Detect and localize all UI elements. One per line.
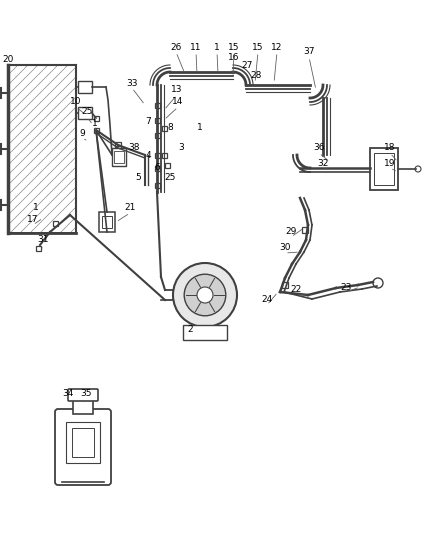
Circle shape [197,287,213,303]
Bar [99,212,115,232]
Bar [8,65,76,233]
Text: 25: 25 [164,174,176,182]
Text: 16: 16 [228,52,240,61]
Text: 3: 3 [178,143,184,152]
Text: 5: 5 [135,174,141,182]
Bar [93,116,99,120]
Bar [93,127,99,133]
Text: 30: 30 [279,244,291,253]
Bar [282,282,288,288]
Text: 1: 1 [197,124,203,133]
Text: 28: 28 [250,70,261,79]
Bar [112,148,126,166]
Bar [155,166,159,171]
Circle shape [184,274,226,316]
Bar [35,246,40,251]
Bar [183,325,227,340]
Bar [102,216,112,228]
Circle shape [373,278,383,288]
Text: 20: 20 [2,55,14,64]
Text: 24: 24 [261,295,272,304]
Bar [302,227,308,233]
Bar [155,133,159,138]
Text: 22: 22 [290,286,302,295]
Text: 38: 38 [128,143,140,152]
Text: 6: 6 [154,163,160,172]
Text: 11: 11 [190,43,202,52]
Text: 34: 34 [62,390,74,399]
Bar [155,117,159,123]
Text: 14: 14 [172,98,184,107]
Bar [370,148,398,190]
FancyBboxPatch shape [68,389,98,401]
Bar [73,398,93,414]
Text: 10: 10 [70,98,82,107]
Text: 13: 13 [171,85,183,94]
Text: 37: 37 [303,47,315,56]
FancyBboxPatch shape [55,409,111,485]
Bar [116,146,120,150]
Circle shape [173,263,237,327]
Bar [165,163,170,167]
Text: 35: 35 [80,390,92,399]
Bar [162,125,166,131]
Bar [78,81,92,93]
Text: 15: 15 [252,43,264,52]
Bar [66,422,100,463]
Text: 2: 2 [187,326,193,335]
Text: 33: 33 [126,78,138,87]
Text: 26: 26 [170,43,182,52]
Text: 7: 7 [145,117,151,126]
Text: 4: 4 [145,150,151,159]
Text: 9: 9 [79,128,85,138]
Text: 29: 29 [285,228,297,237]
Text: 25: 25 [81,108,93,117]
Bar [114,151,124,163]
Bar [162,152,166,157]
Text: 15: 15 [228,43,240,52]
Circle shape [415,166,421,172]
Text: 1: 1 [33,203,39,212]
Text: 27: 27 [241,61,253,69]
Bar [115,142,121,148]
Text: 31: 31 [37,236,49,245]
Text: 8: 8 [167,124,173,133]
Bar [374,153,394,185]
Bar [155,152,159,157]
Text: 1: 1 [214,43,220,52]
Text: 18: 18 [384,143,396,152]
Text: 12: 12 [271,43,283,52]
Text: 1: 1 [92,118,98,127]
Text: 21: 21 [124,204,136,213]
Bar [155,182,159,188]
Text: 36: 36 [313,143,325,152]
Bar [53,221,57,225]
Text: 23: 23 [340,282,352,292]
Bar [78,107,92,119]
Bar [72,428,94,457]
Text: 17: 17 [27,215,39,224]
Text: 32: 32 [317,158,328,167]
Text: 19: 19 [384,158,396,167]
Bar [155,102,159,108]
